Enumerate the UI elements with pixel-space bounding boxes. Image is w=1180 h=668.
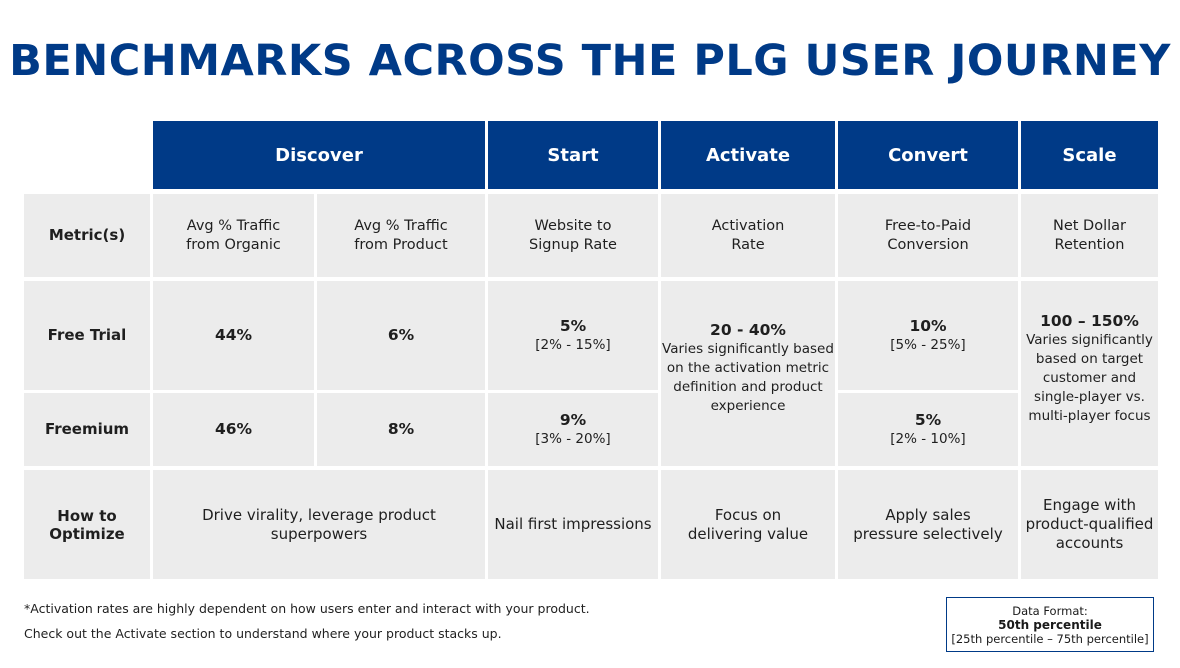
row-label-metrics-text: Metric(s) xyxy=(48,226,126,244)
free-trial-product: 6% xyxy=(317,281,485,390)
metric-product: Avg % Traffic from Product xyxy=(317,194,485,277)
note-text: single-player vs. xyxy=(1034,388,1145,405)
value-text: 46% xyxy=(214,420,253,438)
optimize-convert: Apply sales pressure selectively xyxy=(838,470,1018,579)
optimize-scale: Engage with product-qualified accounts xyxy=(1021,470,1158,579)
legend-range: [25th percentile – 75th percentile] xyxy=(951,631,1149,646)
optimize-text: Focus on xyxy=(714,505,782,524)
note-text: Varies significantly xyxy=(1026,331,1153,348)
metric-text: from Organic xyxy=(186,236,281,253)
value-text: 5% xyxy=(914,410,942,429)
optimize-text: Drive virality, leverage product superpo… xyxy=(202,505,436,543)
metric-text: Activation xyxy=(711,217,785,234)
note-text: definition and product xyxy=(673,379,823,395)
metric-signup-rate: Website to Signup Rate xyxy=(488,194,658,277)
header-convert-label: Convert xyxy=(888,144,968,166)
metric-text: Website to xyxy=(534,217,612,234)
value-text: 44% xyxy=(214,326,253,344)
footnote-activate-section: Check out the Activate section to unders… xyxy=(24,626,502,641)
range-text: [5% - 25%] xyxy=(890,336,966,353)
metric-text: Retention xyxy=(1054,236,1125,253)
range-text: [3% - 20%] xyxy=(535,430,611,447)
optimize-text: accounts xyxy=(1055,534,1124,552)
metric-organic: Avg % Traffic from Organic xyxy=(153,194,314,277)
optimize-activate: Focus on delivering value xyxy=(661,470,835,579)
metric-conversion: Free-to-Paid Conversion xyxy=(838,194,1018,277)
freemium-convert: 5% [2% - 10%] xyxy=(838,393,1018,466)
optimize-start: Nail first impressions xyxy=(488,470,658,579)
note-text: Varies significantly based xyxy=(662,341,834,357)
header-start: Start xyxy=(488,121,658,189)
note-text: on the activation metric xyxy=(666,360,830,376)
row-label-optimize-text: Optimize xyxy=(49,524,125,543)
freemium-product: 8% xyxy=(317,393,485,466)
row-label-freemium: Freemium xyxy=(24,393,150,466)
value-text: 10% xyxy=(909,316,947,335)
row-label-optimize: How to Optimize xyxy=(24,470,150,579)
value-text: 20 - 40% xyxy=(710,321,786,339)
page-title: BENCHMARKS ACROSS THE PLG USER JOURNEY xyxy=(9,36,1171,86)
value-text: 8% xyxy=(387,420,415,438)
row-label-optimize-text: How to xyxy=(57,506,117,525)
footnote-activation: *Activation rates are highly dependent o… xyxy=(24,601,590,616)
note-text: based on target xyxy=(1035,350,1144,367)
header-scale-label: Scale xyxy=(1062,144,1117,166)
legend-label: Data Format: xyxy=(1012,603,1088,618)
metric-text: Free-to-Paid xyxy=(884,217,972,234)
freemium-start: 9% [3% - 20%] xyxy=(488,393,658,466)
free-trial-convert: 10% [5% - 25%] xyxy=(838,281,1018,390)
optimize-text: delivering value xyxy=(687,524,809,543)
optimize-text: Engage with xyxy=(1042,496,1137,514)
range-text: [2% - 15%] xyxy=(535,336,611,353)
metric-activation-rate: Activation Rate xyxy=(661,194,835,277)
header-discover-label: Discover xyxy=(275,144,363,166)
value-text: 6% xyxy=(387,326,415,344)
data-format-legend: Data Format: 50th percentile [25th perce… xyxy=(946,597,1154,652)
note-text: multi-player focus xyxy=(1028,407,1151,424)
header-scale: Scale xyxy=(1021,121,1158,189)
metric-text: Rate xyxy=(731,236,765,253)
activate-benchmark: 20 - 40% Varies significantly based on t… xyxy=(661,281,835,466)
optimize-text: product-qualified xyxy=(1025,515,1154,533)
row-label-free-trial-text: Free Trial xyxy=(47,326,127,344)
header-convert: Convert xyxy=(838,121,1018,189)
header-activate-label: Activate xyxy=(705,144,791,166)
freemium-organic: 46% xyxy=(153,393,314,466)
legend-main: 50th percentile xyxy=(998,617,1102,632)
optimize-text: Nail first impressions xyxy=(494,515,652,533)
optimize-text: pressure selectively xyxy=(853,524,1003,543)
header-start-label: Start xyxy=(547,144,599,166)
header-discover: Discover xyxy=(153,121,485,189)
free-trial-start: 5% [2% - 15%] xyxy=(488,281,658,390)
metric-text: from Product xyxy=(354,236,448,253)
value-text: 9% xyxy=(559,410,587,429)
optimize-discover: Drive virality, leverage product superpo… xyxy=(153,470,485,579)
metric-text: Conversion xyxy=(887,236,969,253)
metric-text: Avg % Traffic xyxy=(354,217,448,234)
optimize-text: Apply sales xyxy=(885,505,971,524)
value-text: 100 – 150% xyxy=(1040,311,1139,330)
row-label-freemium-text: Freemium xyxy=(44,420,130,438)
header-activate: Activate xyxy=(661,121,835,189)
value-text: 5% xyxy=(559,316,587,335)
row-label-metrics: Metric(s) xyxy=(24,194,150,277)
metric-text: Signup Rate xyxy=(529,236,617,253)
metric-retention: Net Dollar Retention xyxy=(1021,194,1158,277)
note-text: experience xyxy=(710,398,786,414)
free-trial-organic: 44% xyxy=(153,281,314,390)
note-text: customer and xyxy=(1042,369,1137,386)
range-text: [2% - 10%] xyxy=(890,430,966,447)
metric-text: Net Dollar xyxy=(1052,217,1126,234)
row-label-free-trial: Free Trial xyxy=(24,281,150,390)
metric-text: Avg % Traffic xyxy=(186,217,281,234)
scale-benchmark: 100 – 150% Varies significantly based on… xyxy=(1021,281,1158,466)
